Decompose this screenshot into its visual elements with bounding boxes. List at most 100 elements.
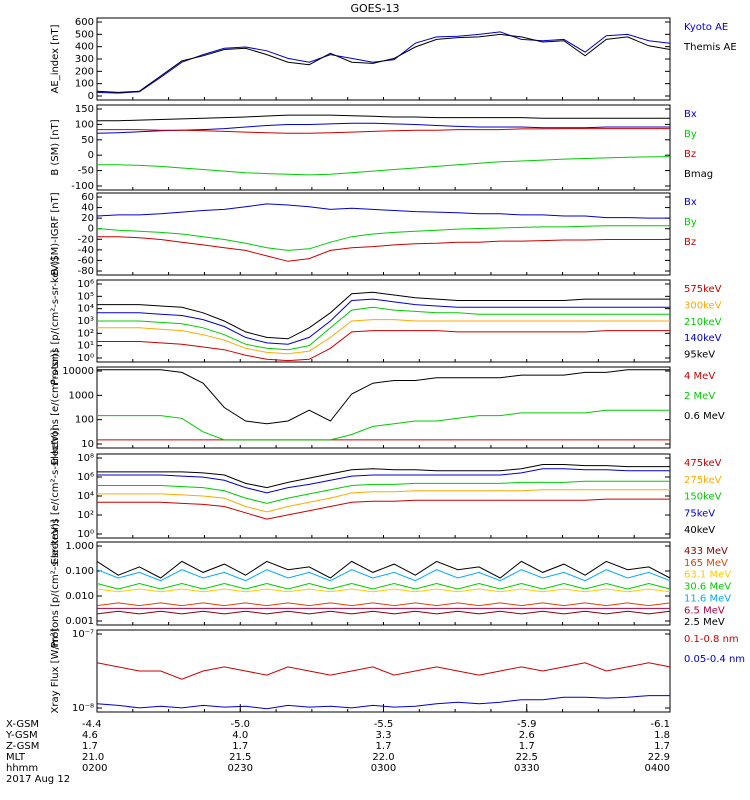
y-tick-label: 10¹ <box>77 341 94 352</box>
x-axis-row-label: X-GSM <box>6 719 39 730</box>
x-axis-row-label: Y-GSM <box>5 730 38 741</box>
x-tick-label: 0400 <box>645 763 670 774</box>
y-tick-label: 0.010 <box>65 591 94 602</box>
legend-entry: 40keV <box>684 525 715 536</box>
series-line-140kev <box>97 298 670 345</box>
legend-entry: 300keV <box>684 300 722 311</box>
panel-7: 1.000 0.100 0.010 0.001 Protons [p/(cm²-s-sr… <box>50 519 731 647</box>
legend-entry: 75keV <box>684 508 715 519</box>
series-line-kyoto-ae <box>96 31 671 94</box>
legend-entry: 11.6 MeV <box>684 593 731 604</box>
legend-entry: 95keV <box>684 350 715 361</box>
y-axis-label: Protons [p/(cm²-s-sr-keV)] <box>50 257 61 385</box>
x-tick-label: 1.7 <box>376 741 392 752</box>
legend-entry: 6.5 MeV <box>684 605 725 616</box>
series-line-75kev <box>97 468 670 494</box>
legend-entry: 275keV <box>684 475 722 486</box>
legend-entry: 165 MeV <box>684 558 728 569</box>
series-line-433-mev <box>96 610 671 615</box>
legend-entry: By <box>684 129 697 140</box>
legend-entry: 0.6 MeV <box>684 411 725 422</box>
y-tick-label: 0 <box>88 224 94 235</box>
series-line-300kev <box>97 319 670 355</box>
legend-entry: Kyoto AE <box>684 22 728 33</box>
x-tick-label: 1.7 <box>654 741 670 752</box>
x-tick-label: 1.8 <box>654 730 670 741</box>
y-tick-label: 600 <box>75 17 94 28</box>
y-tick-label: -60 <box>78 255 94 266</box>
y-tick-label: 20 <box>81 213 94 224</box>
x-tick-label: 0330 <box>514 763 539 774</box>
y-axis-label: Electrons [e/(cm²-s-sr-keV)] <box>50 427 61 564</box>
y-tick-label: -50 <box>78 166 94 177</box>
series-line-11-6-mev <box>96 569 671 582</box>
x-tick-label: 3.3 <box>376 730 392 741</box>
chart-title: GOES-13 <box>350 2 399 15</box>
y-tick-label: 400 <box>75 42 94 53</box>
legend-entry: 475keV <box>684 458 722 469</box>
y-tick-label: 40 <box>81 203 94 214</box>
x-tick-label: 1.7 <box>232 741 248 752</box>
legend-entry: Bz <box>684 237 696 248</box>
series-line-575kev <box>97 330 670 362</box>
y-tick-label: -100 <box>71 181 94 192</box>
y-axis-label: AE_index [nT] <box>50 24 61 93</box>
legend-entry: 575keV <box>684 284 722 295</box>
series-line-bx <box>96 122 670 134</box>
y-tick-label: 1000 <box>69 390 94 401</box>
panel-frame <box>96 453 671 539</box>
x-tick-label: 0230 <box>228 763 253 774</box>
legend-entry: 4 MeV <box>684 371 715 382</box>
y-tick-label: 0.100 <box>65 566 94 577</box>
series-line-63-1-mev <box>96 588 671 593</box>
y-tick-label: 10⁸ <box>77 453 94 464</box>
series-line-30-6-mev <box>96 582 671 590</box>
series-line-by <box>97 156 671 176</box>
y-tick-label: 10² <box>77 328 94 339</box>
y-tick-label: 10⁵ <box>77 291 94 302</box>
x-axis-row-label: hhmm <box>6 763 38 774</box>
legend-entry: Bz <box>684 149 696 160</box>
x-tick-label: -5.0 <box>230 719 250 730</box>
y-tick-label: 0 <box>88 91 94 102</box>
series-line-2-5-mev <box>96 560 671 579</box>
legend-entry: Bx <box>684 109 697 120</box>
y-axis-label: Xray Flux [W/m²] <box>50 628 61 713</box>
y-axis-label: B (SM) [nT] <box>50 119 61 175</box>
legend-entry: 140keV <box>684 333 722 344</box>
x-tick-label: 21.0 <box>82 752 104 763</box>
series-line-150kev <box>97 480 670 504</box>
series-line-2-mev <box>97 409 670 441</box>
y-tick-label: 100 <box>75 119 94 130</box>
y-tick-label: 10⁻⁸ <box>72 703 94 714</box>
y-tick-label: 10⁴ <box>77 304 94 315</box>
y-tick-label: 1.000 <box>65 541 94 552</box>
y-axis-label: Protons [p/(cm²-s-sr-keV)] <box>50 519 61 647</box>
legend-entry: Bx <box>684 197 697 208</box>
y-tick-label: 300 <box>75 54 94 65</box>
panel-2: 150 100 50 0 -50 -100 B (SM) [nT] Bx By Bz Bmag <box>50 104 713 192</box>
legend-entry: 150keV <box>684 492 722 503</box>
series-line-themis-ae <box>96 33 671 93</box>
x-tick-label: 1.7 <box>519 741 535 752</box>
panel-5: 10000 1000 100 10 Electrons [e/(cm²-s-sr)] 4 … <box>50 350 725 466</box>
y-tick-label: 10³ <box>77 316 94 327</box>
y-axis-label: B (SM)-IGRF [nT] <box>50 192 61 275</box>
y-tick-label: 10⁰ <box>77 353 94 364</box>
legend-entry: 30.6 MeV <box>684 582 731 593</box>
y-tick-label: 10⁻⁷ <box>72 629 94 640</box>
y-tick-label: 10² <box>77 510 94 521</box>
legend-entry: 63.1 MeV <box>684 570 731 581</box>
y-tick-label: 60 <box>81 192 94 203</box>
y-tick-label: 200 <box>75 66 94 77</box>
series-line-275kev <box>97 489 670 513</box>
panel-6: 10⁸ 10⁶ 10⁴ 10² 10⁰ Electrons [e/(cm²-s-sr-ke… <box>50 427 722 564</box>
y-tick-label: -40 <box>78 245 94 256</box>
y-tick-label: 10⁶ <box>77 472 94 483</box>
series-line-0-1-0-8-nm <box>96 662 671 680</box>
legend-entry: 0.05-0.4 nm <box>684 654 745 665</box>
x-tick-label: 4.0 <box>232 730 248 741</box>
